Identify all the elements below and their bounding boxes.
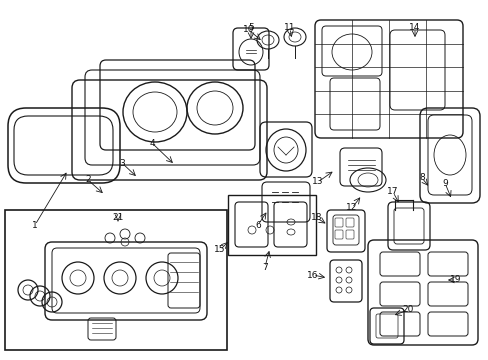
Text: 4: 4	[149, 139, 155, 148]
Text: 17: 17	[386, 188, 398, 197]
Text: 1: 1	[32, 220, 38, 230]
Text: 15: 15	[214, 246, 225, 255]
Text: 5: 5	[247, 23, 253, 32]
Text: 19: 19	[449, 275, 461, 284]
Text: 13: 13	[312, 177, 323, 186]
Text: 14: 14	[408, 23, 420, 32]
Text: 12: 12	[346, 203, 357, 212]
Text: 8: 8	[418, 174, 424, 183]
Text: 10: 10	[243, 26, 254, 35]
Text: 21: 21	[112, 213, 123, 222]
Text: 2: 2	[85, 175, 91, 184]
Text: 3: 3	[119, 158, 124, 167]
Text: 6: 6	[255, 220, 260, 230]
Text: 16: 16	[306, 270, 318, 279]
Bar	[5, 210, 226, 350]
Text: 20: 20	[402, 306, 413, 315]
Text: 7: 7	[262, 262, 267, 271]
Bar	[227, 195, 315, 255]
Text: 9: 9	[441, 179, 447, 188]
Text: 18: 18	[311, 213, 322, 222]
Text: 11: 11	[284, 23, 295, 32]
